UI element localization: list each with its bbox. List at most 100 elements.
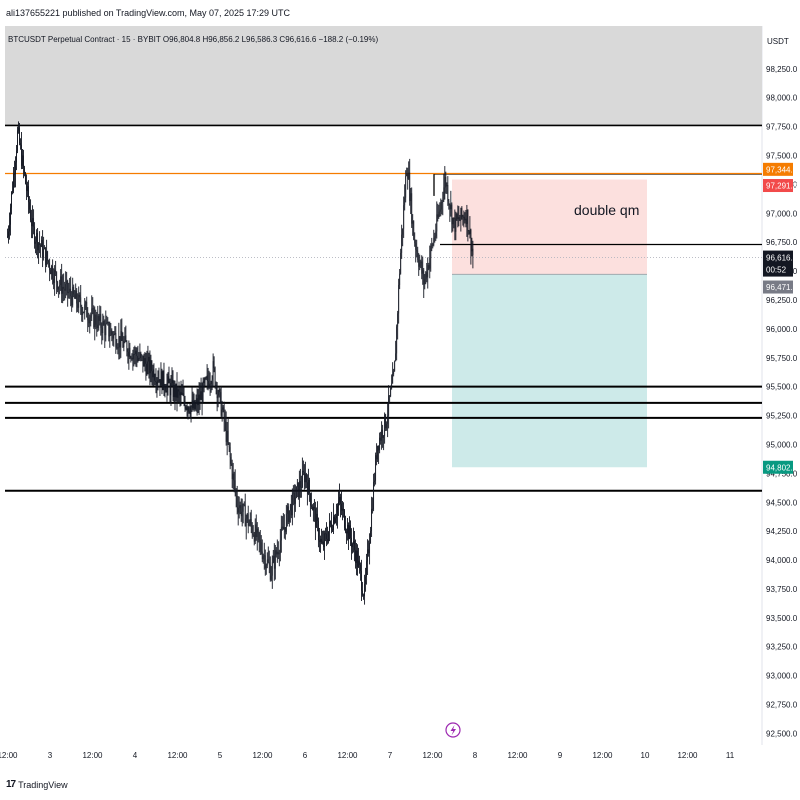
candle-body [62,286,64,294]
candle-body [133,354,135,355]
candle-body [416,249,418,252]
target-price-tag[interactable] [763,460,793,474]
candle-body [366,561,367,577]
candle-body [184,400,186,409]
candle-body [454,218,456,232]
take-profit-zone[interactable] [452,274,647,468]
candle-body [87,317,89,321]
candle-body [319,540,320,543]
candle-body [430,246,432,259]
candle-body [23,155,24,168]
candle-body [250,519,252,526]
candle-body [332,529,333,531]
time-tick-label: 3 [48,751,53,760]
candle-body [328,531,329,542]
candle-body [398,284,400,314]
candle-body [431,244,433,247]
candle-body [410,193,412,202]
candle-body [379,437,381,451]
candle-body [17,130,18,151]
candle-body [209,383,211,387]
candle-body [148,356,150,374]
candle-body [136,355,138,362]
candle-body [172,379,174,398]
candle-body [302,470,304,473]
candle-body [40,244,41,247]
candle-body [448,201,450,206]
candle-body [141,355,143,356]
candle-body [243,503,245,505]
candle-body [78,294,80,308]
candle-body [269,564,271,580]
candle-body [137,357,139,362]
candle-body [369,542,370,554]
supply-zone[interactable] [5,26,762,126]
candle-body [119,336,121,348]
candle-body [131,357,133,360]
candle-body [385,414,387,429]
candle-body [171,379,173,384]
candle-body [237,506,239,513]
candle-body [120,331,122,348]
candle-body [67,280,69,294]
candle-body [188,407,190,412]
candle-body [380,437,382,441]
candle-body [381,429,383,441]
double-qm-annotation[interactable]: double qm [574,202,639,218]
candle-body [341,503,342,511]
candle-body [12,190,13,193]
candle-body [331,523,332,530]
candle-body [143,358,145,367]
candle-body [8,231,9,237]
candle-body [11,192,12,208]
candle-body [344,510,345,528]
candle-body [238,507,240,513]
candle-body [434,236,436,238]
candle-body [13,173,14,191]
price-tick-label: 97,500.0 [766,151,798,160]
candle-body [36,232,37,242]
candle-body [118,336,120,348]
candle-body [376,455,378,460]
candle-body [311,505,312,508]
candle-body [149,360,151,374]
candle-body [303,472,305,483]
candle-body [58,286,60,290]
price-tick-label: 93,000.0 [766,672,798,681]
orange-price-tag[interactable] [763,162,793,176]
candle-body [39,243,40,245]
candle-body [413,221,415,240]
candle-body [457,217,459,220]
last-price-tag[interactable] [763,250,793,277]
lightning-icon[interactable] [445,722,461,738]
candle-body [193,400,195,409]
candle-body [383,435,385,438]
candle-body [466,209,468,225]
candle-body [175,383,177,398]
stop-loss-zone[interactable] [452,179,647,275]
candle-body [212,361,214,380]
candle-body [399,273,401,285]
candle-body [343,508,344,511]
candle-body [182,393,184,395]
candle-body [285,513,287,532]
candle-body [232,473,234,480]
entry-price-tag[interactable] [763,280,793,294]
candle-body [10,207,11,225]
candle-body [361,570,362,591]
candle-body [206,375,208,379]
candle-body [455,214,457,232]
candle-body [115,332,117,348]
candle-body [400,252,402,274]
candle-body [66,280,68,284]
stop-price-tag[interactable] [763,179,793,193]
candle-body [202,381,204,402]
candle-body [14,173,15,175]
candle-body [244,504,246,527]
candle-body [146,361,148,375]
candle-body [234,480,236,491]
candle-body [329,521,330,532]
candle-body [145,363,147,375]
candle-body [442,199,444,202]
